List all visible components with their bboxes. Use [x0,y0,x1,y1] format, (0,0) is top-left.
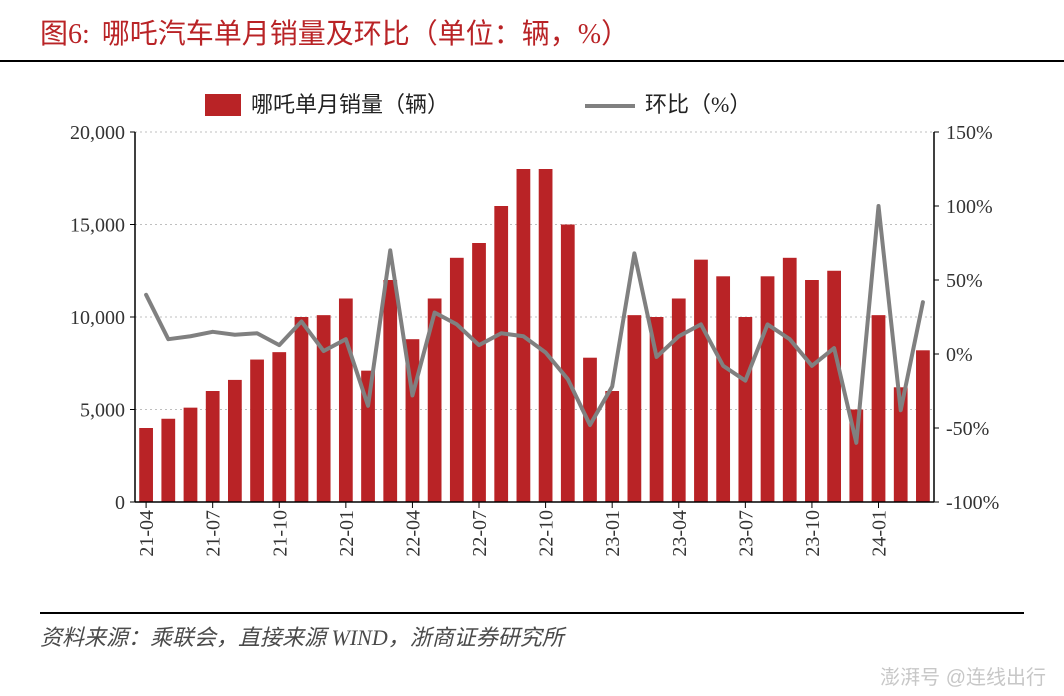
svg-text:50%: 50% [946,270,983,292]
bar [805,280,819,502]
bar [206,391,220,502]
svg-text:0%: 0% [946,344,973,366]
svg-text:-100%: -100% [946,492,999,514]
bar [827,271,841,502]
bar [738,317,752,502]
chart-svg: 0 5,000 10,000 15,000 20,000 -100% -50% 0% 50% 10… [40,82,1024,612]
svg-text:24-01: 24-01 [869,510,891,557]
svg-text:21-07: 21-07 [203,510,225,557]
bar [872,315,886,502]
watermark-text: 澎湃号 @连线出行 [880,667,1046,689]
chart-title-row: 图6: 哪吒汽车单月销量及环比（单位：辆，%） [0,0,1064,62]
bar [539,169,553,502]
svg-text:22-04: 22-04 [402,510,424,557]
bar [272,352,286,502]
bar [761,276,775,502]
bar [716,276,730,502]
legend-series1: 哪吒单月销量（辆） [251,92,449,117]
bar [583,358,597,502]
svg-text:150%: 150% [946,122,993,144]
bar [228,380,242,502]
svg-text:15,000: 15,000 [70,215,125,237]
bar [295,317,309,502]
bar [650,317,664,502]
svg-text:22-10: 22-10 [536,510,558,557]
bar [494,206,508,502]
title-prefix: 图6: [40,12,90,52]
svg-text:-50%: -50% [946,418,989,440]
source-row: 资料来源：乘联会，直接来源 WIND，浙商证券研究所 [40,612,1024,652]
title-text: 哪吒汽车单月销量及环比（单位：辆，%） [102,12,629,52]
svg-text:23-04: 23-04 [669,510,691,557]
svg-text:23-10: 23-10 [802,510,824,557]
bar [783,258,797,502]
svg-text:22-01: 22-01 [336,510,358,557]
legend-series2: 环比（%） [645,92,751,117]
svg-text:21-04: 21-04 [136,510,158,557]
svg-text:5,000: 5,000 [80,400,125,422]
bar [339,299,353,503]
source-text: 资料来源：乘联会，直接来源 WIND，浙商证券研究所 [40,625,564,650]
svg-text:20,000: 20,000 [70,122,125,144]
legend-bar-swatch [205,94,241,116]
bar [184,408,198,502]
bar [472,243,486,502]
svg-text:21-10: 21-10 [269,510,291,557]
bar [383,280,397,502]
svg-text:100%: 100% [946,196,993,218]
bar [450,258,464,502]
bar [561,225,575,503]
svg-text:10,000: 10,000 [70,307,125,329]
watermark: 澎湃号 @连线出行 [880,661,1046,690]
svg-text:0: 0 [115,492,125,514]
svg-text:23-01: 23-01 [602,510,624,557]
bar [694,260,708,502]
bar [916,350,930,502]
bar [605,391,619,502]
bar [161,419,175,502]
bar [672,299,686,503]
bar [627,315,641,502]
svg-text:22-07: 22-07 [469,510,491,557]
svg-text:23-07: 23-07 [735,510,757,557]
bar [250,360,264,502]
bar [139,428,153,502]
chart-area: 0 5,000 10,000 15,000 20,000 -100% -50% 0% 50% 10… [40,82,1024,612]
